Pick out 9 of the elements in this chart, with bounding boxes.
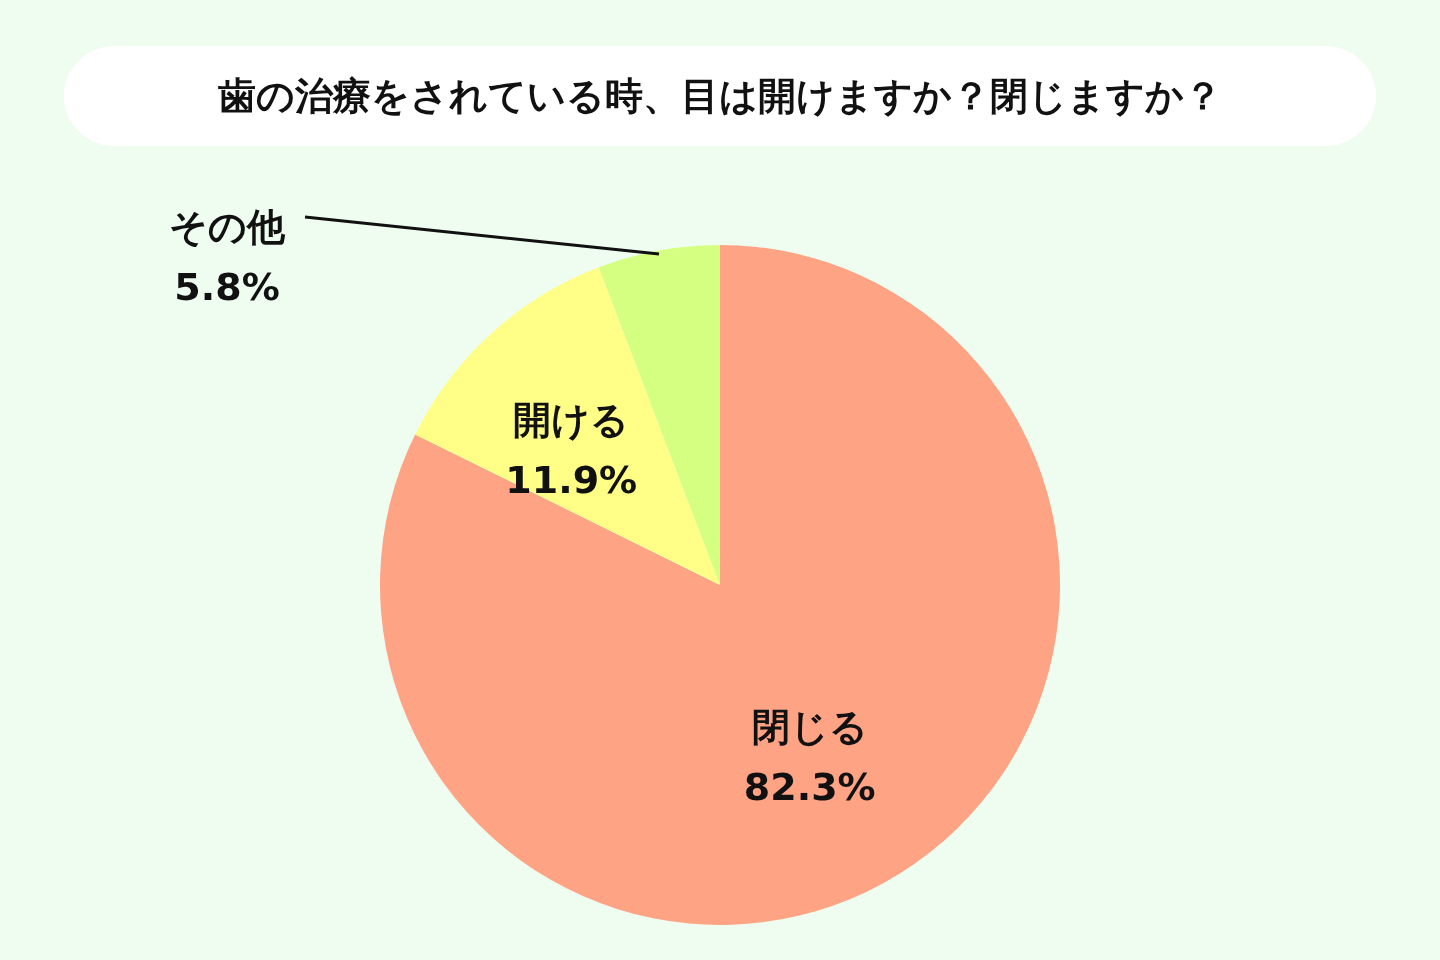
data-label: 11.9% <box>505 457 638 502</box>
pie-slice <box>415 267 720 585</box>
slice-label: 開ける <box>513 397 630 442</box>
slice-label: 閉じる <box>751 705 868 750</box>
slice-label: その他 <box>169 204 286 249</box>
data-label: 82.3% <box>743 765 876 810</box>
chart-title: 歯の治療をされている時、目は開けますか？閉じますか？ <box>64 46 1376 146</box>
data-label: 5.8% <box>174 264 280 309</box>
pie-slice <box>380 245 1060 925</box>
